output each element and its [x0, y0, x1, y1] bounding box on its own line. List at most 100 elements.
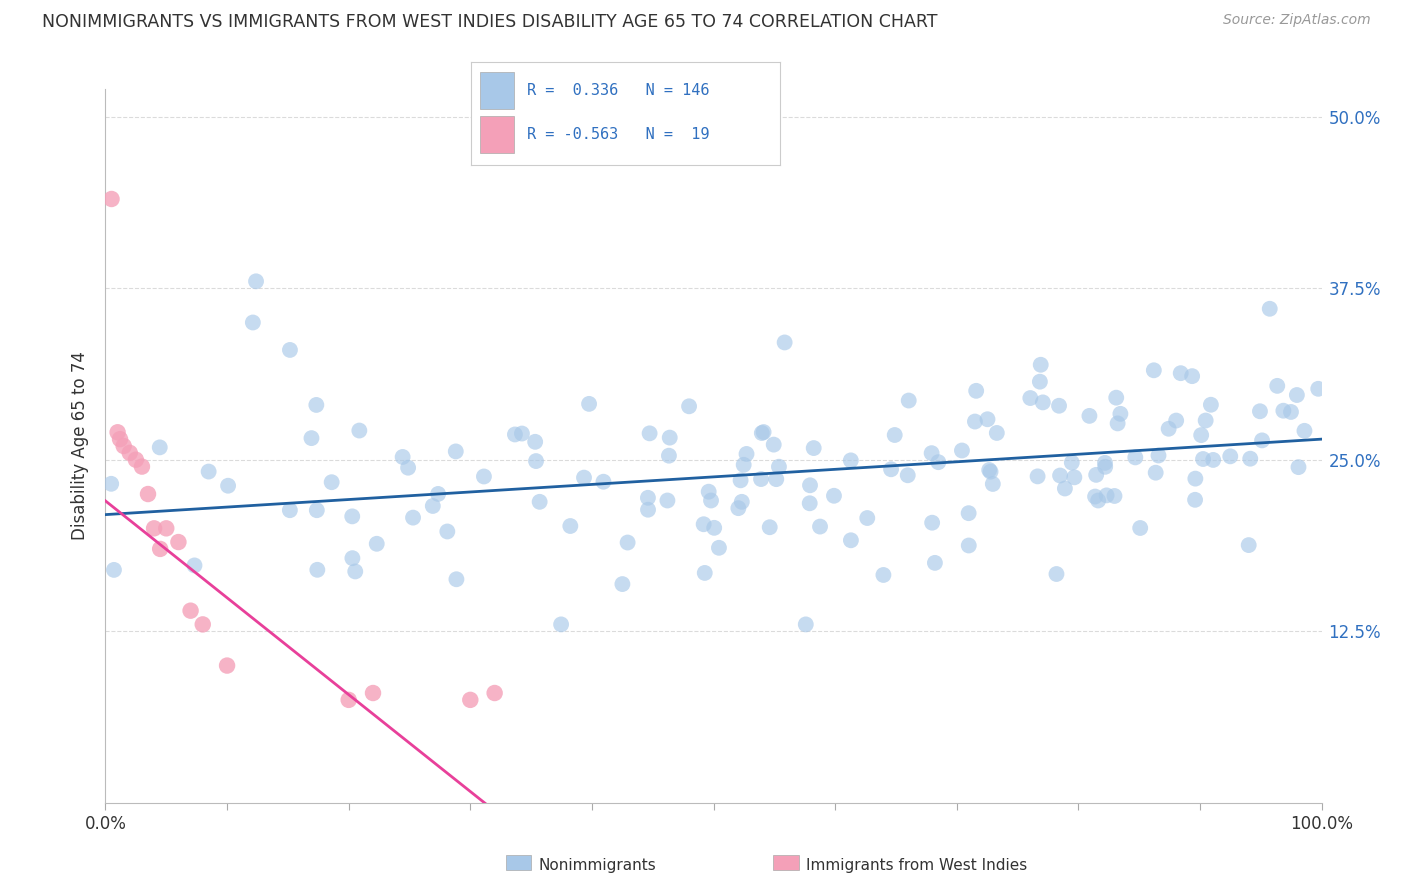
Point [307, 563, 329, 577]
Point [402, 510, 425, 524]
Point [1288, 460, 1310, 475]
Point [396, 460, 419, 475]
Text: Source: ZipAtlas.com: Source: ZipAtlas.com [1223, 13, 1371, 28]
Point [707, 541, 730, 555]
Point [693, 566, 716, 580]
Point [100, 192, 122, 206]
Text: Immigrants from West Indies: Immigrants from West Indies [806, 858, 1026, 872]
Point [762, 437, 785, 451]
Point [957, 539, 980, 553]
Point [1181, 369, 1204, 384]
Point [799, 496, 821, 510]
Point [1084, 490, 1107, 504]
Point [436, 524, 458, 539]
Point [524, 434, 547, 449]
Point [700, 493, 723, 508]
Point [1144, 466, 1167, 480]
Point [1184, 472, 1206, 486]
Point [1285, 388, 1308, 402]
Point [472, 469, 495, 483]
Point [1143, 363, 1166, 377]
Point [921, 446, 943, 460]
Point [1147, 449, 1170, 463]
Point [1085, 467, 1108, 482]
Point [112, 439, 135, 453]
Point [1045, 567, 1067, 582]
Point [678, 399, 700, 413]
Point [730, 473, 752, 487]
Point [1251, 434, 1274, 448]
Point [752, 425, 775, 439]
Point [560, 519, 582, 533]
Point [149, 541, 172, 556]
Point [612, 577, 634, 591]
Point [344, 565, 367, 579]
Point [751, 425, 773, 440]
Point [1249, 404, 1271, 418]
Point [1237, 538, 1260, 552]
Point [1279, 405, 1302, 419]
Point [957, 506, 980, 520]
Point [1053, 482, 1076, 496]
Point [658, 449, 681, 463]
Point [773, 335, 796, 350]
Point [183, 558, 205, 573]
Point [1123, 450, 1146, 465]
Point [366, 537, 388, 551]
Point [799, 478, 821, 492]
Point [427, 487, 450, 501]
Point [143, 521, 166, 535]
Point [1032, 395, 1054, 409]
Point [592, 475, 614, 489]
Point [1094, 456, 1116, 470]
FancyBboxPatch shape [481, 71, 515, 109]
Point [118, 446, 141, 460]
Text: R = -0.563   N =  19: R = -0.563 N = 19 [527, 127, 709, 142]
Point [191, 617, 214, 632]
Point [768, 459, 790, 474]
Point [637, 502, 659, 516]
Point [1063, 470, 1085, 484]
Point [856, 511, 879, 525]
Point [578, 397, 600, 411]
Point [927, 455, 949, 469]
Point [1199, 398, 1222, 412]
Point [638, 426, 661, 441]
Point [301, 431, 323, 445]
Point [897, 468, 920, 483]
Point [1078, 409, 1101, 423]
Point [727, 501, 749, 516]
Point [803, 441, 825, 455]
Point [1166, 413, 1188, 427]
Point [458, 693, 481, 707]
Point [1019, 391, 1042, 405]
Point [510, 426, 533, 441]
Point [735, 447, 758, 461]
Point [794, 617, 817, 632]
Point [155, 521, 177, 535]
Point [976, 412, 998, 426]
Point [692, 517, 714, 532]
Point [897, 393, 920, 408]
Point [963, 415, 986, 429]
Point [242, 316, 264, 330]
Text: R =  0.336   N = 146: R = 0.336 N = 146 [527, 83, 709, 97]
Point [349, 424, 371, 438]
Point [136, 487, 159, 501]
Point [1049, 468, 1071, 483]
Point [981, 477, 1004, 491]
Point [1107, 417, 1129, 431]
Point [697, 484, 720, 499]
Point [979, 463, 1001, 477]
Point [1239, 451, 1261, 466]
Point [217, 479, 239, 493]
Point [1047, 399, 1070, 413]
Point [733, 458, 755, 472]
Point [1026, 469, 1049, 483]
Point [342, 551, 364, 566]
Point [305, 398, 328, 412]
Point [1170, 366, 1192, 380]
Point [107, 425, 129, 440]
Point [524, 454, 547, 468]
Point [550, 617, 572, 632]
